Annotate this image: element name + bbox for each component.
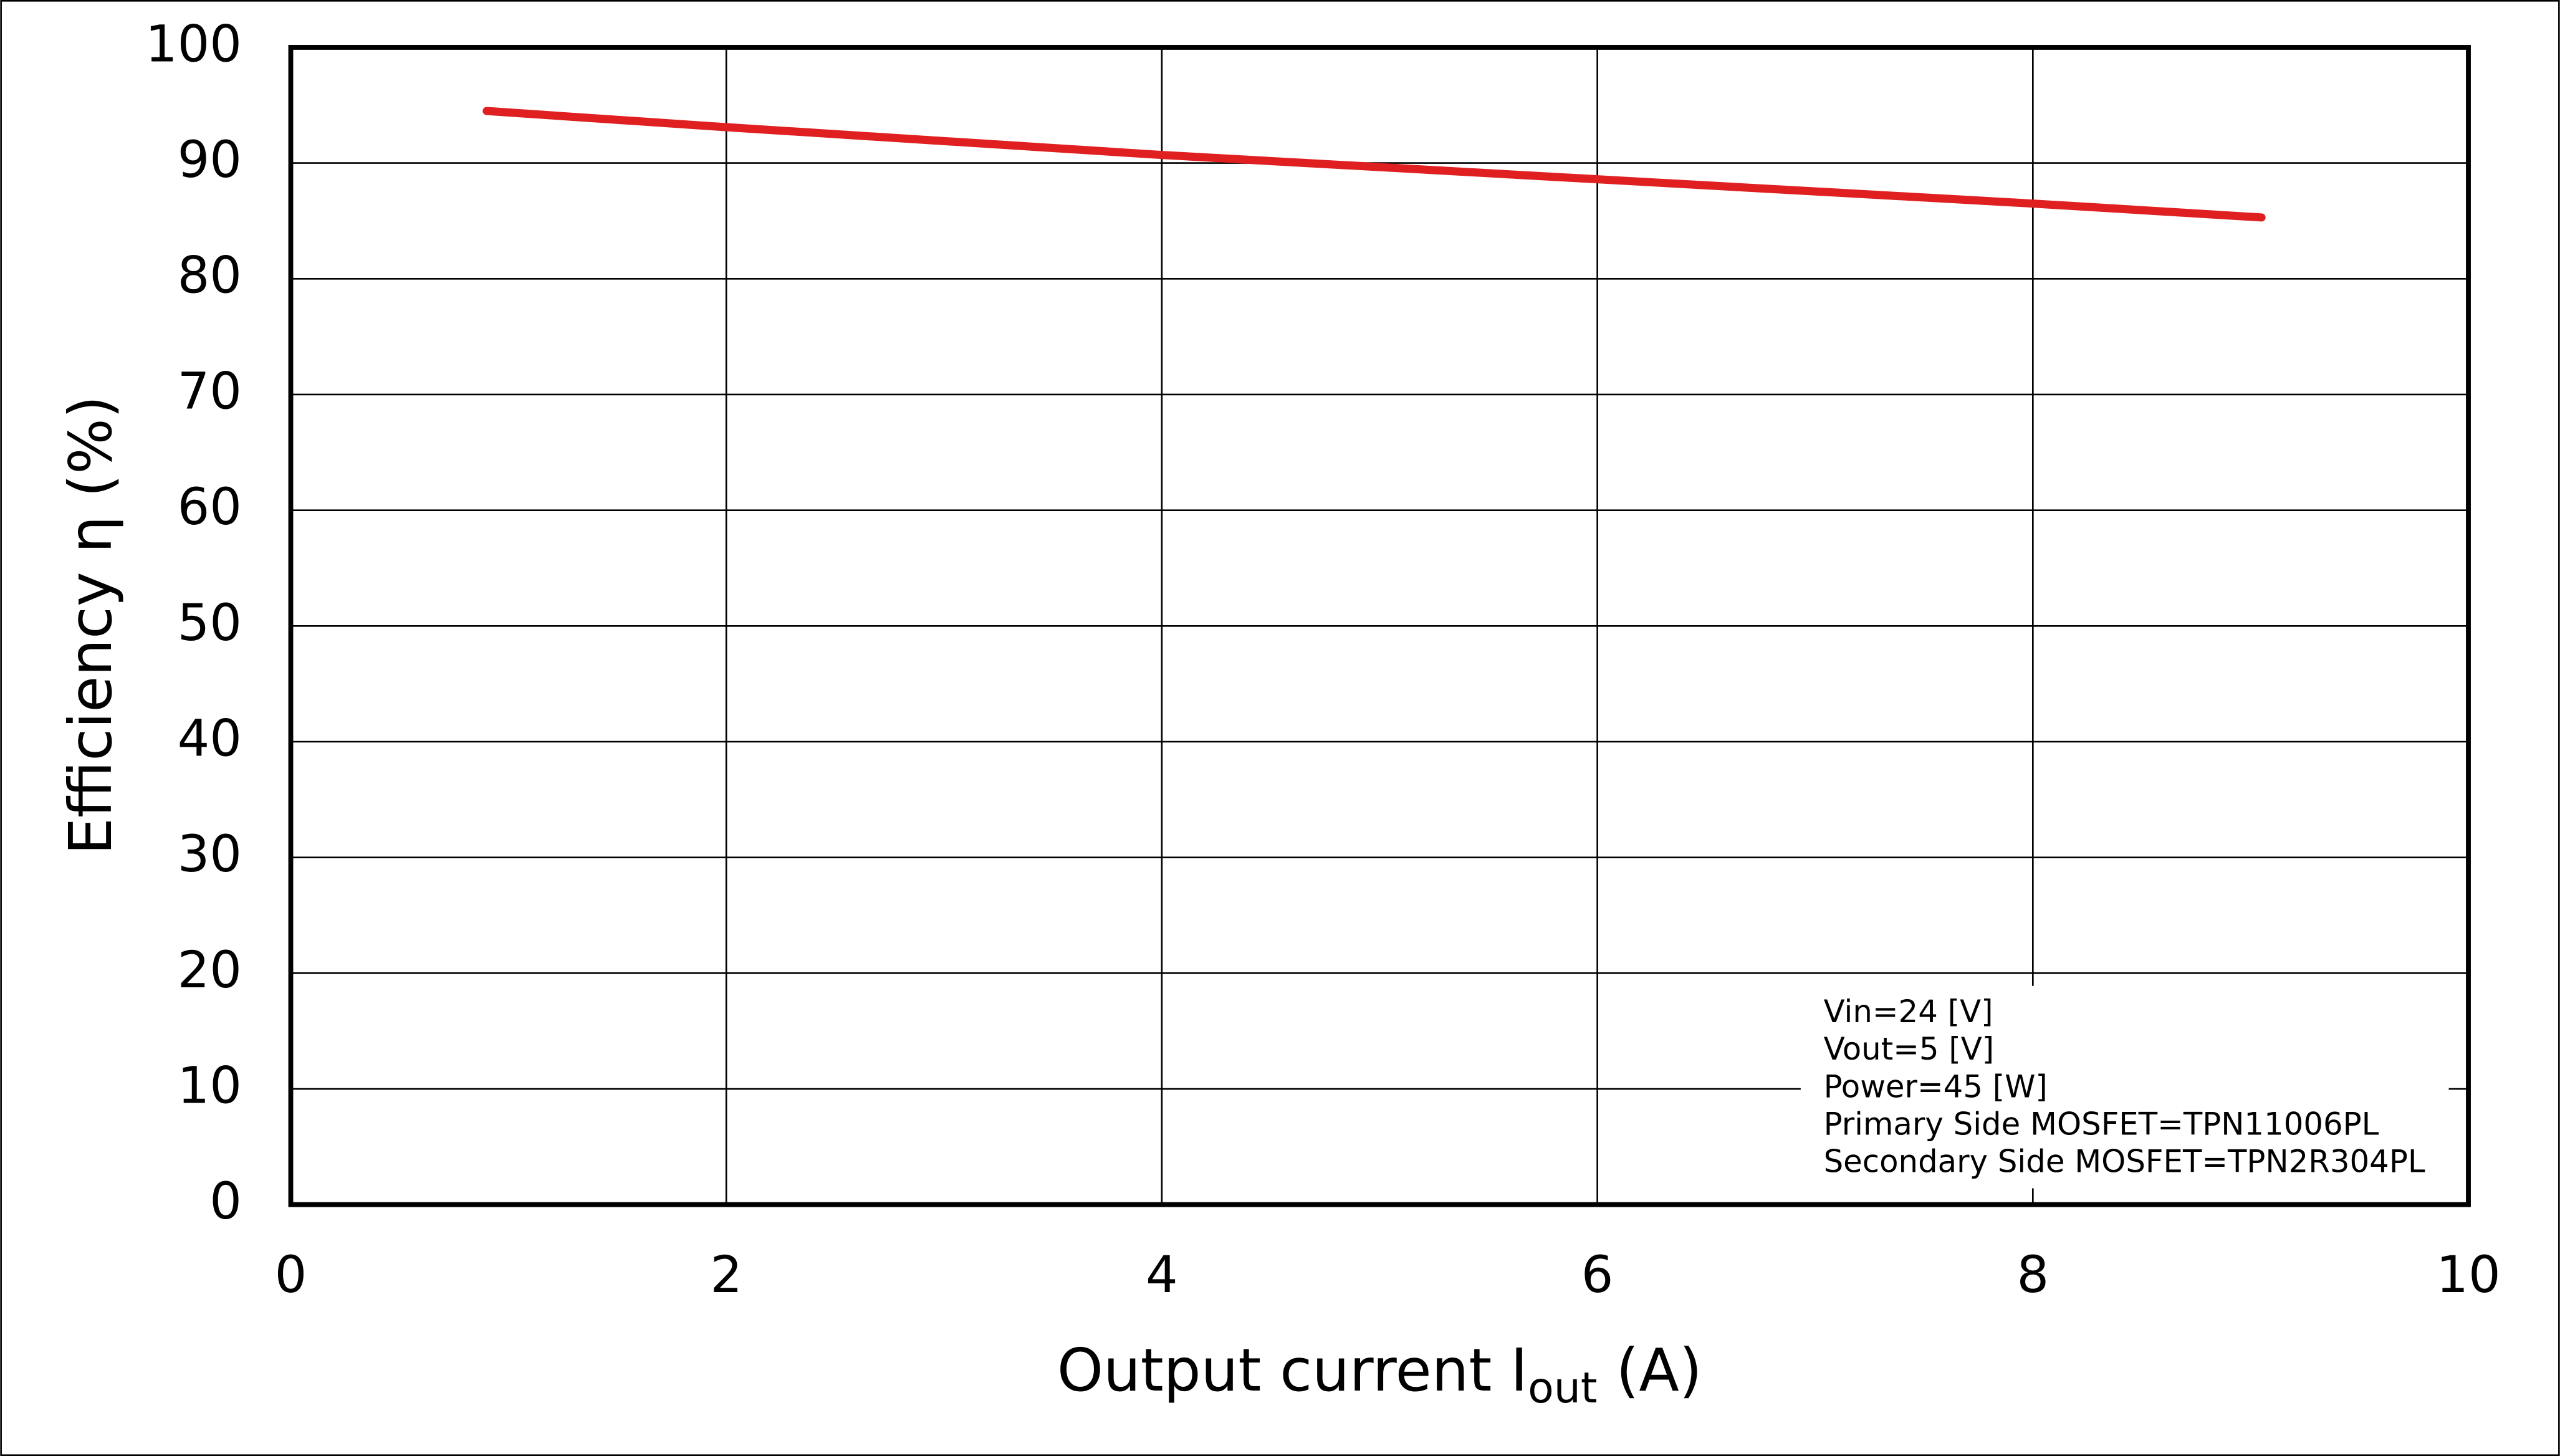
- annotation-line: Vout=5 [V]: [1824, 1031, 1995, 1067]
- annotation-line: Primary Side MOSFET=TPN11006PL: [1824, 1106, 2379, 1142]
- annotation-line: Power=45 [W]: [1824, 1068, 2048, 1104]
- y-tick-label: 30: [178, 825, 242, 884]
- annotation-box: [1800, 985, 2449, 1189]
- data-line: [482, 107, 2266, 222]
- x-title-main: Output current I: [1057, 1336, 1528, 1405]
- marks: [482, 107, 2266, 222]
- x-tick-label: 2: [710, 1246, 742, 1305]
- y-tick-label: 100: [145, 15, 242, 74]
- y-tick-label: 70: [178, 362, 242, 421]
- y-tick-label: 50: [178, 594, 242, 653]
- x-tick-label: 0: [275, 1246, 307, 1305]
- annotation-line: Vin=24 [V]: [1824, 994, 1993, 1030]
- y-tick-label: 40: [178, 709, 242, 768]
- annotation-line: Secondary Side MOSFET=TPN2R304PL: [1824, 1144, 2425, 1180]
- y-tick-label: 90: [178, 131, 242, 189]
- y-tick-label: 80: [178, 247, 242, 305]
- y-tick-label: 10: [178, 1056, 242, 1115]
- x-tick-label: 10: [2436, 1246, 2500, 1305]
- x-title-sub: out: [1528, 1364, 1598, 1413]
- plot-frame: [288, 45, 2471, 1207]
- x-tick-label: 8: [2016, 1246, 2049, 1305]
- x-title-suffix: (A): [1598, 1336, 1702, 1405]
- x-tick-label: 6: [1581, 1246, 1614, 1305]
- y-tick-label: 20: [178, 941, 242, 1000]
- x-axis-title: Output current Iout (A): [1057, 1336, 1702, 1413]
- x-tick-label: 4: [1146, 1246, 1178, 1305]
- y-tick-label: 60: [178, 478, 242, 537]
- y-axis-title: Efficiency η (%): [57, 396, 125, 855]
- y-tick-label: 0: [209, 1172, 242, 1231]
